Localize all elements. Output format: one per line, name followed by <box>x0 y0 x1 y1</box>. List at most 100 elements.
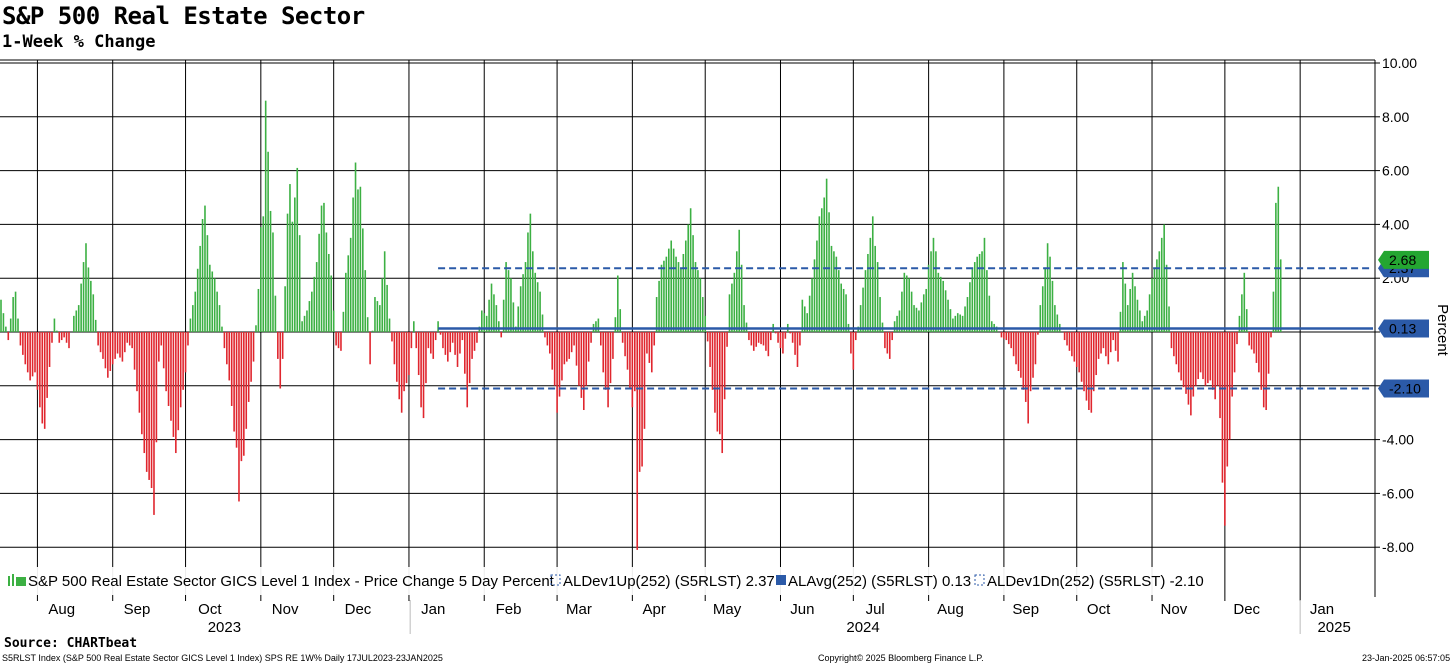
bar <box>136 332 138 392</box>
bar <box>811 278 813 332</box>
bar <box>26 332 29 373</box>
bar <box>490 283 493 332</box>
bar <box>791 332 794 343</box>
bar <box>721 332 724 454</box>
bar <box>116 332 119 354</box>
bar <box>1141 321 1144 332</box>
bar <box>323 202 325 332</box>
bar <box>114 332 116 359</box>
bar <box>714 332 716 413</box>
bar <box>177 332 180 431</box>
bar <box>1044 267 1046 332</box>
bar <box>701 297 704 332</box>
bar <box>1005 332 1008 341</box>
bar <box>238 332 240 502</box>
bar <box>784 332 787 339</box>
bar <box>522 274 524 332</box>
bar <box>539 291 541 332</box>
bar <box>874 245 876 332</box>
bar <box>128 332 131 346</box>
bar <box>806 313 809 332</box>
bar <box>502 299 505 332</box>
bar <box>1126 305 1129 332</box>
bar <box>398 332 401 400</box>
bar <box>1122 262 1124 332</box>
bar <box>1034 332 1037 365</box>
bar <box>505 262 507 332</box>
year-label: 2024 <box>846 619 879 636</box>
bar <box>252 332 255 362</box>
bar <box>558 332 561 397</box>
bar <box>1092 332 1095 392</box>
bar <box>852 332 855 370</box>
bar <box>286 213 289 332</box>
bar <box>767 332 770 357</box>
bar <box>379 305 381 332</box>
bar <box>158 332 160 362</box>
bar <box>1216 332 1219 386</box>
bar <box>442 332 444 349</box>
bar <box>1250 332 1253 350</box>
bar <box>408 332 410 376</box>
bar <box>5 326 7 332</box>
bar <box>226 332 228 365</box>
bar <box>1119 311 1122 332</box>
bar <box>1168 306 1170 332</box>
bar <box>41 332 44 424</box>
bar <box>461 332 464 341</box>
bar <box>417 332 420 376</box>
bar <box>63 332 65 338</box>
bar <box>51 332 53 343</box>
bar <box>104 332 107 369</box>
bar <box>111 332 114 365</box>
bar <box>711 332 714 390</box>
bar <box>663 260 665 332</box>
bar <box>0 299 2 332</box>
bar <box>590 332 592 343</box>
bar <box>189 318 192 332</box>
bar <box>869 237 872 332</box>
x-tick-label: Sep <box>124 601 151 618</box>
bar <box>1279 259 1282 332</box>
bar <box>823 197 825 332</box>
bar <box>413 321 415 332</box>
bar <box>740 264 743 332</box>
x-tick-label: Sep <box>1012 601 1039 618</box>
bar <box>1156 259 1158 332</box>
y-tick-label: -6.00 <box>1382 485 1414 501</box>
bar <box>218 305 221 332</box>
bar <box>568 332 571 359</box>
bar <box>262 216 265 332</box>
bar <box>298 235 301 332</box>
bar <box>223 332 226 349</box>
bar <box>124 332 126 353</box>
bar <box>36 332 39 390</box>
bar <box>400 332 403 413</box>
bar <box>570 332 573 353</box>
chart-title: S&P 500 Real Estate Sector <box>2 2 365 30</box>
bar <box>840 283 842 332</box>
bar <box>109 332 112 372</box>
bar <box>1085 332 1088 401</box>
bar <box>447 332 449 362</box>
bar <box>7 332 10 341</box>
bar <box>456 332 459 367</box>
value-tag: 2.68 <box>1378 250 1429 269</box>
bar <box>896 315 898 332</box>
bar <box>427 332 430 349</box>
bar <box>565 332 568 362</box>
bar <box>578 332 580 386</box>
bar-series <box>0 100 1282 550</box>
bar <box>1112 332 1114 341</box>
bar <box>376 301 379 332</box>
bar <box>1046 243 1049 332</box>
bar <box>886 332 889 354</box>
bar <box>813 259 816 332</box>
bar <box>488 299 490 332</box>
bar <box>243 332 245 456</box>
bar <box>961 315 964 332</box>
bar <box>133 332 136 370</box>
bar <box>748 332 750 341</box>
value-tag: -2.10 <box>1378 379 1429 398</box>
bar <box>143 332 146 454</box>
